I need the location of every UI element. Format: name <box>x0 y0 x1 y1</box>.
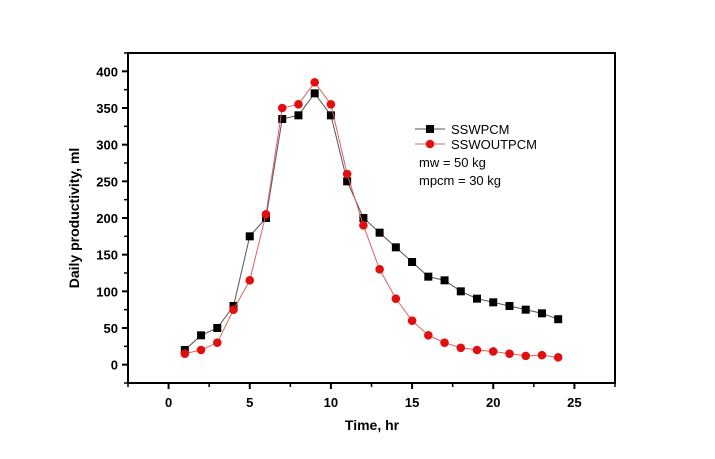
x-tick-label: 25 <box>567 395 581 410</box>
data-point <box>473 294 482 303</box>
data-point <box>326 100 336 109</box>
data-point <box>196 345 206 355</box>
series-sswoutpcm <box>180 78 563 362</box>
y-tick-label: 200 <box>96 211 118 226</box>
data-point <box>294 100 303 109</box>
data-point <box>472 345 482 355</box>
data-point <box>375 228 384 237</box>
y-tick-label: 300 <box>96 138 118 153</box>
x-tick-label: 20 <box>486 395 500 410</box>
x-axis: 0 5 10 15 20 25 <box>127 383 616 410</box>
data-point <box>505 302 514 310</box>
x-tick-label: 0 <box>165 395 172 410</box>
data-point <box>310 78 319 87</box>
data-point <box>359 214 368 222</box>
y-tick-label: 400 <box>96 64 118 79</box>
y-tick-label: 350 <box>96 101 118 116</box>
data-point <box>294 111 303 120</box>
data-point <box>342 169 352 179</box>
legend-item-sswpcm: SSWPCM <box>415 122 510 137</box>
data-point <box>375 265 384 274</box>
legend-marker-circle <box>425 139 435 149</box>
y-tick-label: 50 <box>104 321 118 336</box>
data-point <box>343 177 352 186</box>
data-point <box>245 276 255 285</box>
x-tick-label: 10 <box>324 395 338 410</box>
series-layer <box>180 78 563 362</box>
y-axis: 0 50 100 150 200 250 300 350 400 <box>96 52 128 384</box>
data-point <box>505 349 514 358</box>
data-point <box>537 350 547 360</box>
data-point <box>456 343 466 353</box>
data-point <box>261 210 271 219</box>
legend-item-sswoutpcm: SSWOUTPCM <box>415 137 537 152</box>
annotation-mw: mw = 50 kg <box>419 155 486 170</box>
y-tick-label: 150 <box>96 248 118 263</box>
x-axis-title: Time, hr <box>345 417 400 433</box>
y-axis-title: Daily productivity, ml <box>66 148 82 289</box>
y-tick-label: 250 <box>96 174 118 189</box>
x-tick-label: 5 <box>246 395 253 410</box>
data-point <box>180 349 190 358</box>
data-point <box>456 287 465 296</box>
data-point <box>212 338 222 347</box>
data-point <box>553 353 563 362</box>
data-point <box>424 331 433 340</box>
data-point <box>391 243 400 252</box>
data-point <box>197 331 206 340</box>
legend: SSWPCM SSWOUTPCM mw = 50 kg mpcm = 30 kg <box>415 122 537 188</box>
data-point <box>391 294 401 303</box>
series-sswpcm <box>180 89 563 354</box>
data-point <box>537 309 546 318</box>
data-point <box>521 351 531 361</box>
x-tick-label: 15 <box>405 395 419 410</box>
data-point <box>229 305 238 314</box>
legend-marker-square <box>426 125 434 133</box>
legend-label: SSWPCM <box>451 122 510 137</box>
data-point <box>488 347 498 356</box>
data-point <box>213 324 222 332</box>
data-point <box>489 298 498 307</box>
data-point <box>310 89 319 98</box>
y-tick-label: 100 <box>96 284 118 299</box>
data-point <box>278 115 287 123</box>
data-point <box>245 232 254 241</box>
data-point <box>408 258 417 266</box>
data-point <box>440 276 449 285</box>
data-point <box>277 103 287 113</box>
data-point <box>440 338 449 347</box>
y-tick-label: 0 <box>111 358 118 373</box>
data-point <box>326 111 335 120</box>
annotation-mpcm: mpcm = 30 kg <box>419 173 501 188</box>
data-point <box>521 305 530 314</box>
data-point <box>424 272 433 281</box>
data-point <box>359 221 368 230</box>
legend-label: SSWOUTPCM <box>451 137 537 152</box>
data-point <box>554 315 563 324</box>
data-point <box>407 316 417 325</box>
